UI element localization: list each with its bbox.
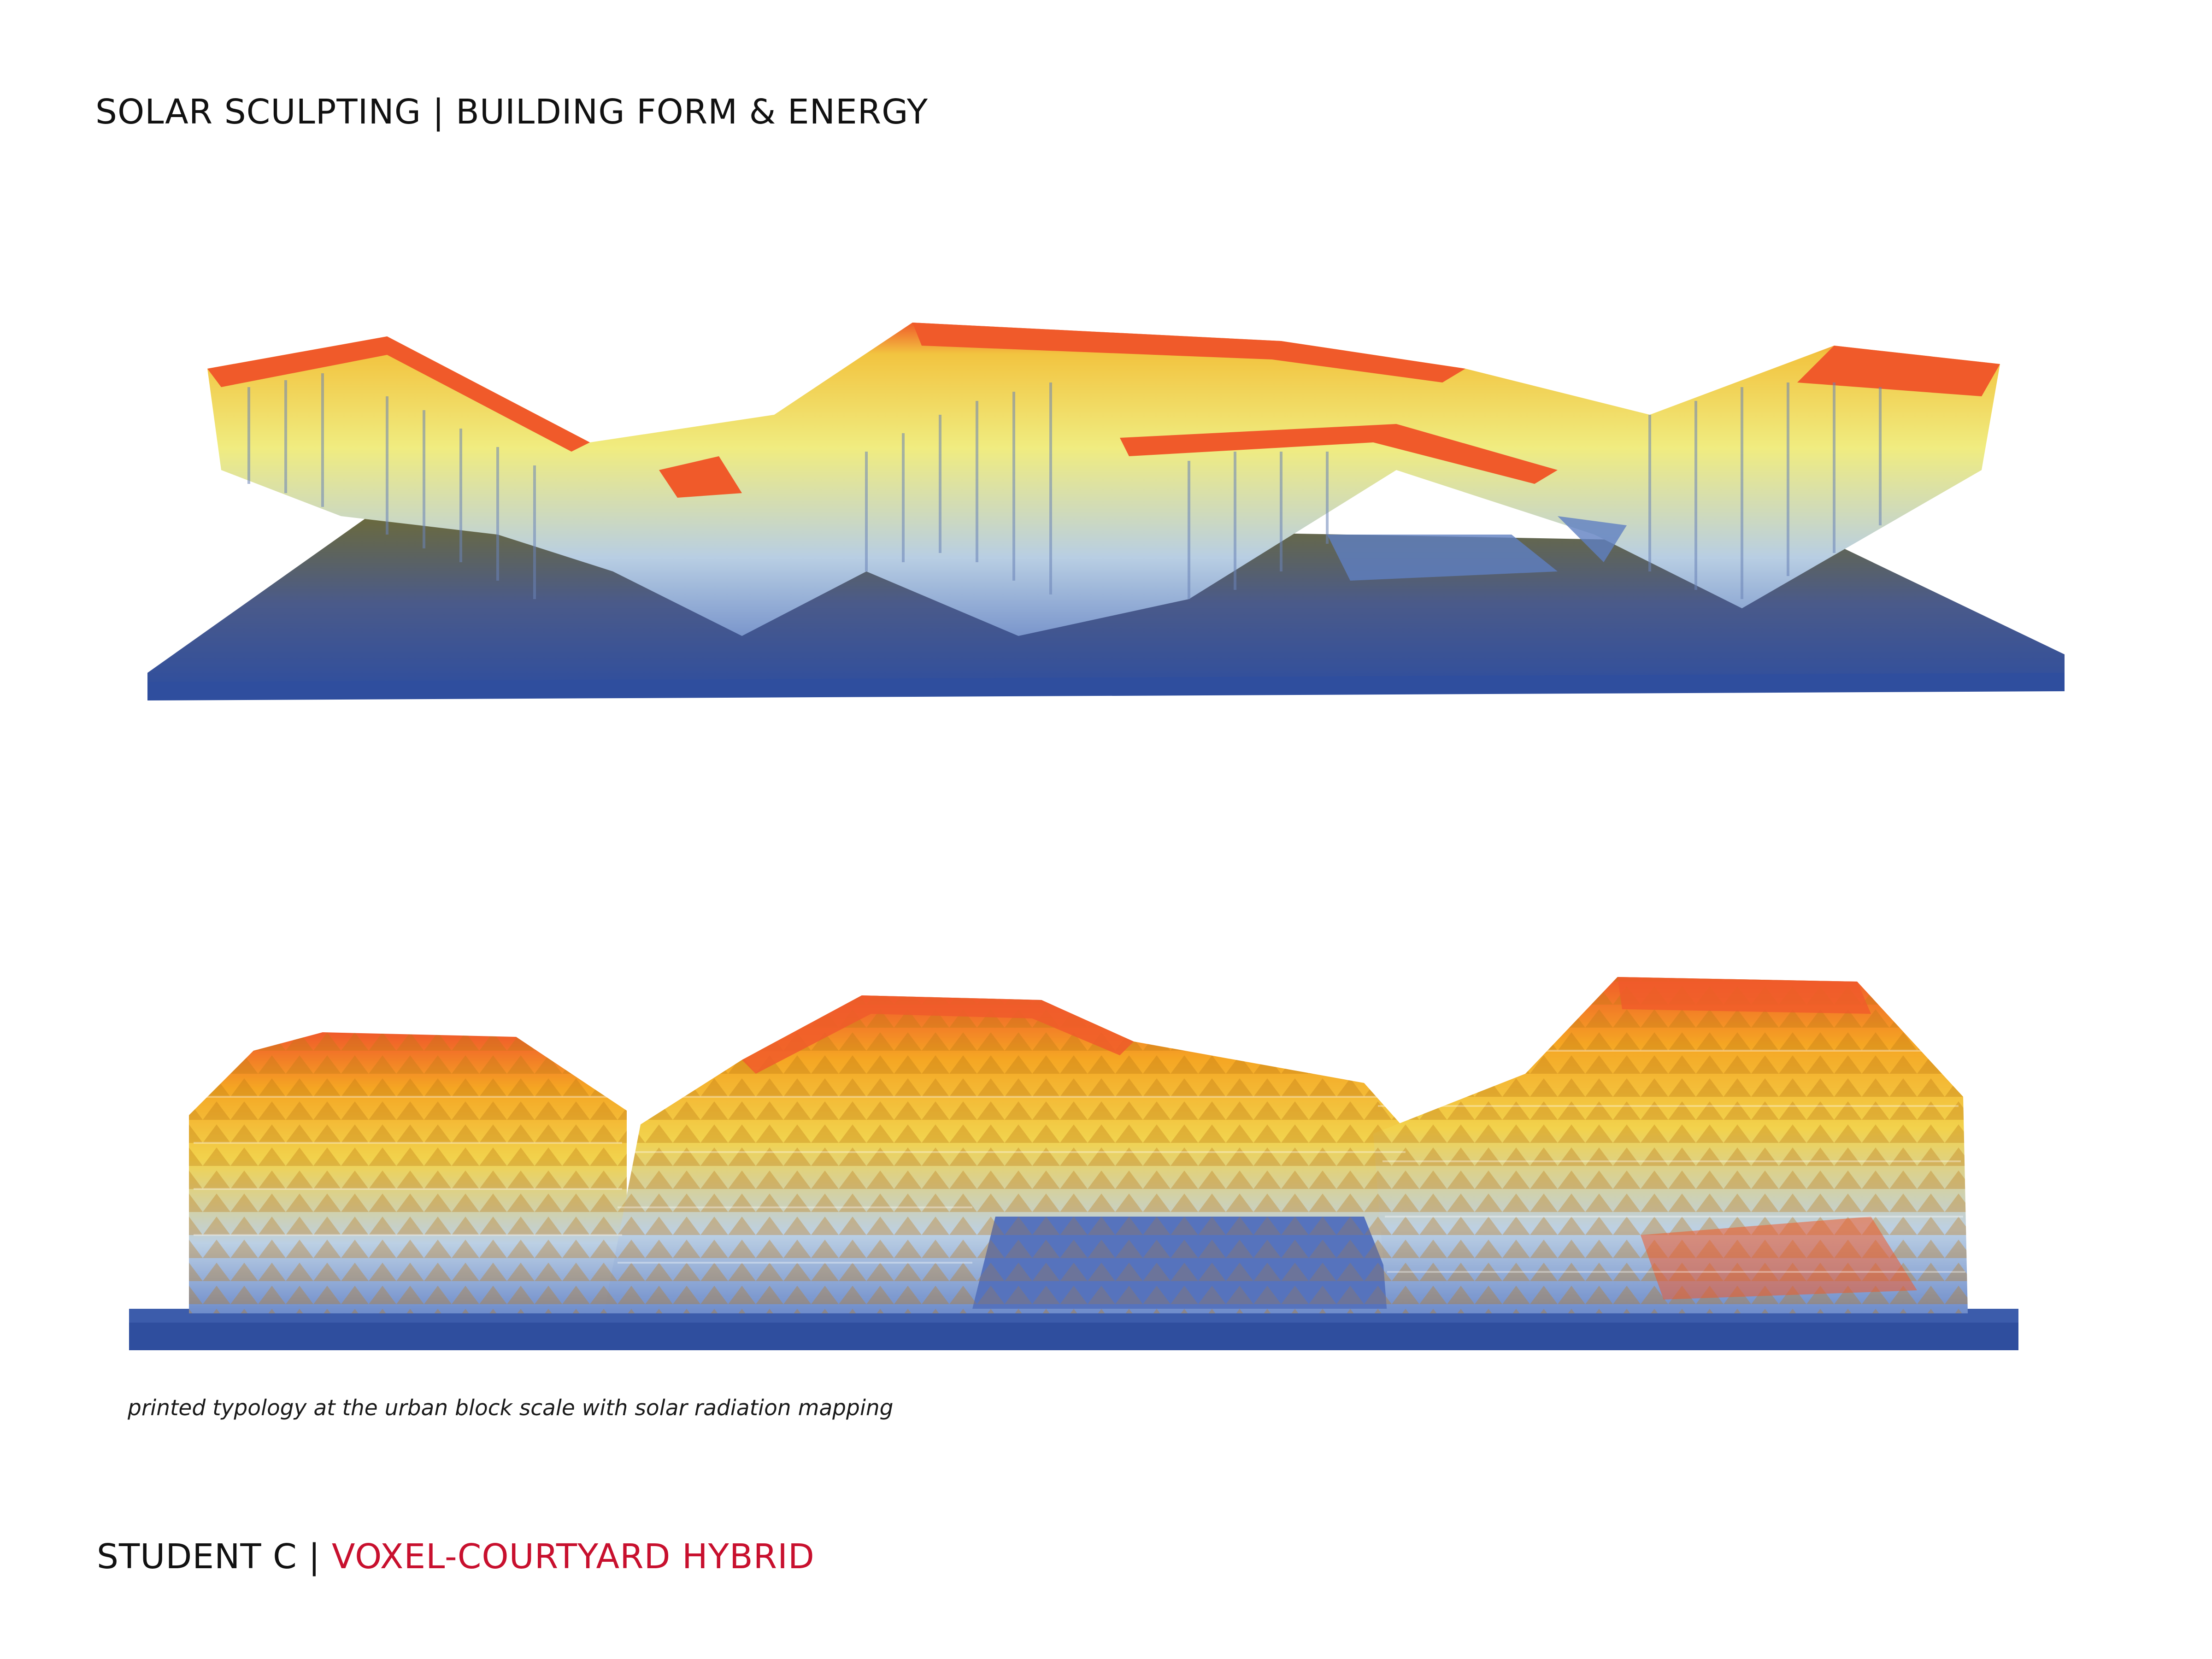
project-title: VOXEL-COURTYARD HYBRID (331, 1537, 815, 1577)
voxel-model-photo-front-view-icon (129, 977, 2018, 1350)
voxel-model-photo-side-view-icon (147, 323, 2065, 700)
student-label: STUDENT C | (97, 1537, 332, 1577)
figure-caption: printed typology at the urban block scal… (128, 1395, 894, 1421)
page-title: SOLAR SCULPTING | BUILDING FORM & ENERGY (95, 92, 929, 132)
model-photo-bottom (120, 959, 2028, 1364)
model-photo-top (129, 276, 2157, 737)
student-footer: STUDENT C | VOXEL-COURTYARD HYBRID (97, 1537, 815, 1577)
